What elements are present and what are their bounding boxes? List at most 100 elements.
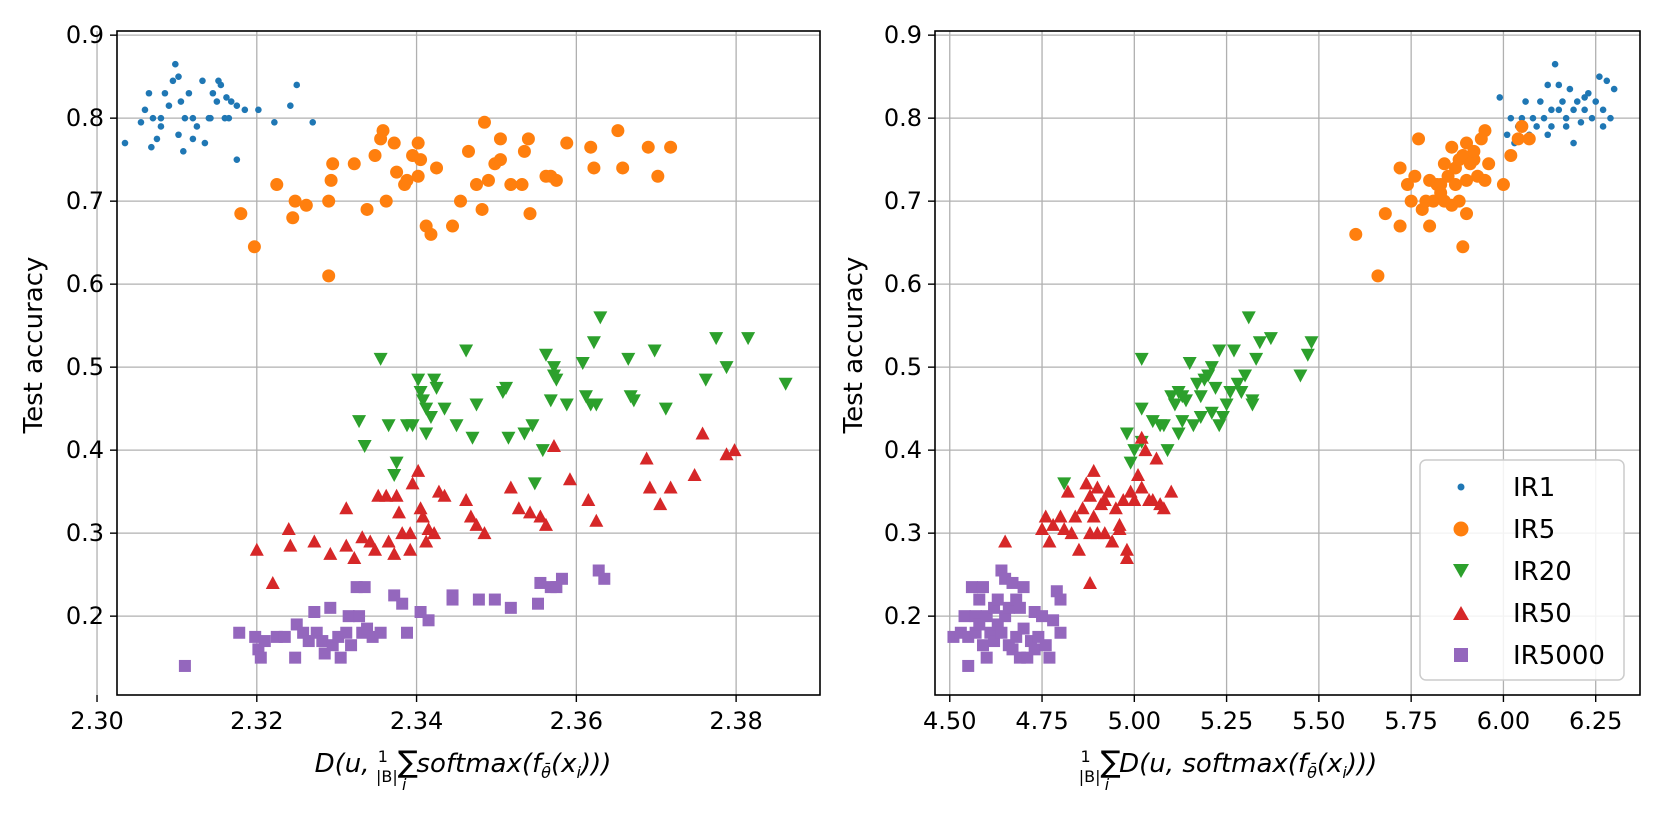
point-ir1 [175, 73, 182, 80]
point-ir5000 [278, 630, 291, 643]
point-ir5 [360, 202, 374, 216]
point-ir5 [411, 136, 425, 150]
point-ir50 [1079, 476, 1094, 490]
point-ir5 [1504, 149, 1518, 162]
point-ir5 [560, 136, 574, 150]
point-ir1 [1496, 94, 1504, 101]
point-ir5000 [1017, 581, 1030, 594]
point-ir5 [1460, 136, 1474, 150]
point-ir1 [233, 156, 241, 163]
left-series-ir20 [352, 311, 793, 491]
point-ir5000 [345, 639, 358, 652]
point-ir1 [1581, 94, 1588, 101]
point-ir5000 [488, 593, 501, 606]
point-ir1 [1581, 106, 1588, 114]
point-ir1 [1596, 73, 1603, 80]
point-ir5 [549, 173, 563, 187]
point-ir5000 [965, 581, 978, 594]
point-ir1 [1562, 114, 1570, 122]
point-ir20 [647, 344, 662, 358]
point-ir5000 [973, 593, 986, 606]
point-ir1 [1551, 60, 1559, 68]
point-ir50 [391, 505, 406, 519]
point-ir1 [137, 119, 145, 126]
right-y-axis-label: Test accuracy [839, 257, 869, 435]
point-ir20 [413, 386, 428, 400]
right-y-tick-label: 0.4 [884, 436, 922, 464]
point-ir5 [347, 157, 361, 171]
left-series-ir5000 [178, 564, 611, 672]
point-ir5 [299, 198, 313, 212]
point-ir5000 [1006, 576, 1019, 589]
legend-label-ir20: IR20 [1513, 557, 1572, 587]
point-ir5000 [504, 601, 517, 614]
point-ir20 [1171, 427, 1186, 441]
point-ir50 [387, 546, 402, 560]
point-ir20 [1238, 369, 1253, 383]
right-x-tick-label: 6.25 [1569, 707, 1622, 735]
point-ir50 [695, 426, 710, 440]
point-ir20 [1241, 311, 1256, 325]
point-ir1 [177, 98, 185, 105]
point-ir5 [234, 207, 248, 221]
point-ir50 [389, 488, 404, 502]
point-ir50 [589, 513, 604, 527]
left-y-tick-label: 0.2 [66, 602, 104, 630]
point-ir20 [1219, 398, 1234, 412]
point-ir20 [1127, 444, 1142, 458]
point-ir50 [1086, 463, 1101, 477]
left-points [121, 60, 793, 672]
point-ir5 [322, 194, 336, 208]
point-ir1 [1599, 123, 1607, 130]
point-ir5000 [396, 597, 409, 610]
point-ir20 [741, 332, 756, 346]
point-ir20 [1304, 336, 1319, 350]
right-x-tick-label: 4.50 [923, 707, 976, 735]
legend-item-ir5: IR5 [1453, 515, 1555, 545]
point-ir50 [419, 534, 434, 548]
point-ir20 [429, 381, 444, 395]
point-ir20 [1193, 410, 1208, 424]
point-ir20 [527, 477, 542, 491]
point-ir5 [1426, 194, 1440, 208]
point-ir5 [477, 115, 491, 129]
point-ir20 [1186, 419, 1201, 433]
point-ir50 [413, 501, 428, 515]
point-ir1 [309, 119, 317, 126]
point-ir20 [389, 456, 404, 470]
point-ir5000 [446, 593, 459, 606]
point-ir1 [172, 60, 179, 68]
left-y-tick-label: 0.6 [66, 270, 104, 298]
point-ir50 [339, 501, 354, 515]
point-ir5000 [1047, 614, 1060, 627]
point-ir20 [1204, 361, 1219, 375]
legend-marker-ir5 [1453, 521, 1469, 537]
point-ir20 [1226, 344, 1241, 358]
point-ir50 [1164, 484, 1179, 498]
point-ir20 [415, 394, 430, 408]
point-ir1 [1503, 131, 1511, 139]
point-ir50 [307, 534, 322, 548]
point-ir20 [698, 373, 713, 387]
point-ir5 [454, 194, 468, 208]
left-x-tick-label: 2.38 [709, 707, 762, 735]
point-ir20 [709, 332, 724, 346]
legend-item-ir20: IR20 [1453, 557, 1572, 587]
point-ir5000 [958, 610, 971, 623]
point-ir50 [463, 509, 478, 523]
point-ir5000 [340, 626, 353, 639]
left-x-tick-label: 2.32 [230, 707, 283, 735]
right-x-axis-label: 1 |B|∑ iD(u, softmax(fθ̄(xi))) [1079, 745, 1378, 794]
point-ir5 [521, 132, 535, 146]
point-ir20 [419, 427, 434, 441]
point-ir20 [525, 419, 540, 433]
point-ir1 [271, 119, 278, 126]
point-ir20 [559, 398, 574, 412]
point-ir1 [169, 77, 177, 85]
point-ir20 [1249, 352, 1264, 366]
left-y-tick-label: 0.7 [66, 187, 104, 215]
point-ir5 [1448, 178, 1462, 192]
left-series-ir5 [234, 115, 678, 283]
point-ir20 [589, 398, 604, 412]
point-ir5000 [358, 581, 371, 594]
